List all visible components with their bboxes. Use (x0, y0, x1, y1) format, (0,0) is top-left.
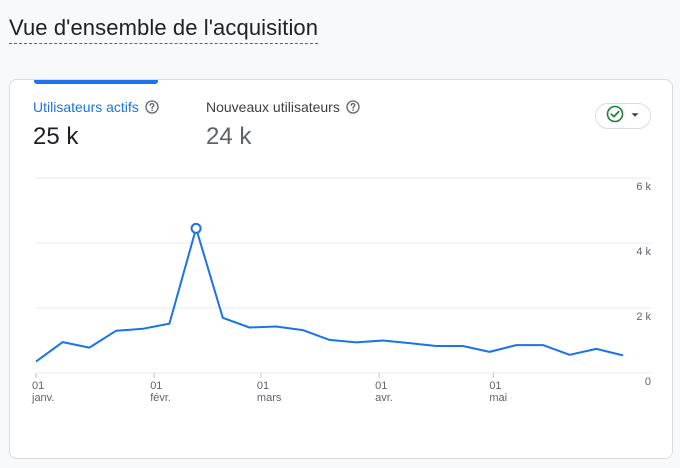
x-tick-month: févr. (150, 392, 171, 404)
x-tick-day: 01 (375, 380, 387, 392)
y-tick-label: 4 k (636, 246, 651, 258)
check-circle-icon (606, 105, 624, 128)
x-tick-day: 01 (150, 380, 162, 392)
highlight-point (190, 222, 202, 234)
y-tick-label: 2 k (636, 311, 651, 323)
x-tick-month: mars (257, 392, 282, 404)
x-tick-month: janv. (31, 392, 54, 404)
page-title: Vue d'ensemble de l'acquisition (9, 14, 319, 44)
help-icon[interactable] (145, 100, 159, 114)
x-tick-day: 01 (32, 380, 44, 392)
active-tab-indicator (34, 80, 158, 84)
line-chart: 6 k4 k2 k001janv.01févr.01mars01avr.01ma… (31, 177, 651, 404)
x-tick-day: 01 (257, 380, 269, 392)
x-tick-month: avr. (375, 392, 393, 404)
help-icon[interactable] (346, 100, 360, 114)
y-tick-label: 6 k (636, 181, 651, 193)
acquisition-card: Utilisateurs actifs 25 k Nouveaux utilis… (9, 79, 673, 459)
metric-label-active-users: Utilisateurs actifs (33, 99, 139, 115)
metric-tab-active-users[interactable]: Utilisateurs actifs 25 k (33, 98, 159, 152)
metric-tab-new-users[interactable]: Nouveaux utilisateurs 24 k (206, 98, 360, 152)
x-tick-day: 01 (489, 380, 501, 392)
metric-label-new-users: Nouveaux utilisateurs (206, 99, 340, 115)
metric-value-new-users: 24 k (206, 123, 252, 150)
metric-value-active-users: 25 k (33, 123, 79, 150)
x-tick-month: mai (489, 392, 507, 404)
compare-dropdown-button[interactable] (595, 103, 651, 129)
caret-down-icon (630, 107, 640, 125)
series-line-active-users (35, 227, 624, 363)
y-tick-label: 0 (645, 376, 651, 388)
